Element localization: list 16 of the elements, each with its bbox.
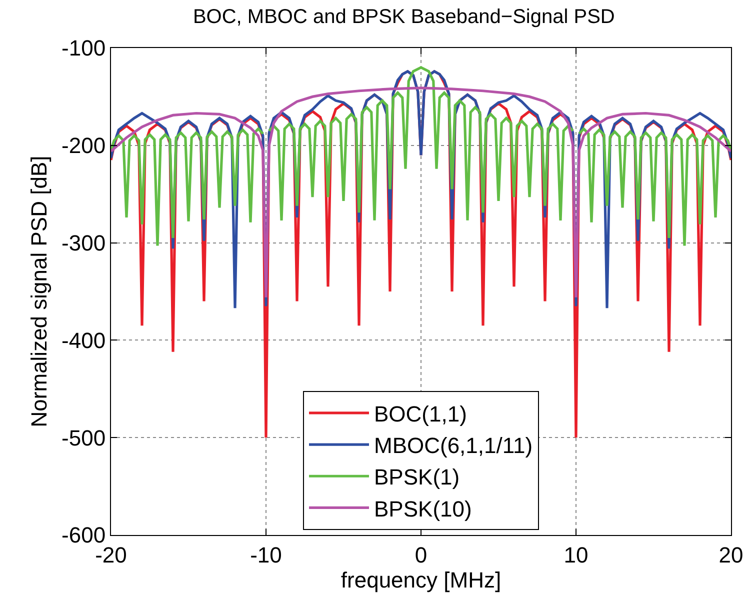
y-tick-label: -500 <box>62 425 106 450</box>
legend-label: MBOC(6,1,1/11) <box>374 433 533 458</box>
chart-title: BOC, MBOC and BPSK Baseband−Signal PSD <box>192 6 615 28</box>
legend-label: BPSK(10) <box>374 496 472 522</box>
y-tick-label: -400 <box>62 328 106 353</box>
y-tick-label: -300 <box>62 230 106 256</box>
x-tick-label: 20 <box>718 542 744 568</box>
y-axis-title: Normalized signal PSD [dB] <box>26 156 52 428</box>
x-tick-label: -10 <box>250 542 282 568</box>
legend-label: BPSK(1) <box>374 464 460 490</box>
legend-label: BOC(1,1) <box>374 402 467 427</box>
x-axis-title: frequency [MHz] <box>340 567 502 592</box>
x-tick-label: 10 <box>564 542 588 568</box>
y-tick-label: -200 <box>62 133 106 158</box>
y-tick-label: -100 <box>62 36 106 61</box>
x-tick-label: 0 <box>414 542 428 568</box>
